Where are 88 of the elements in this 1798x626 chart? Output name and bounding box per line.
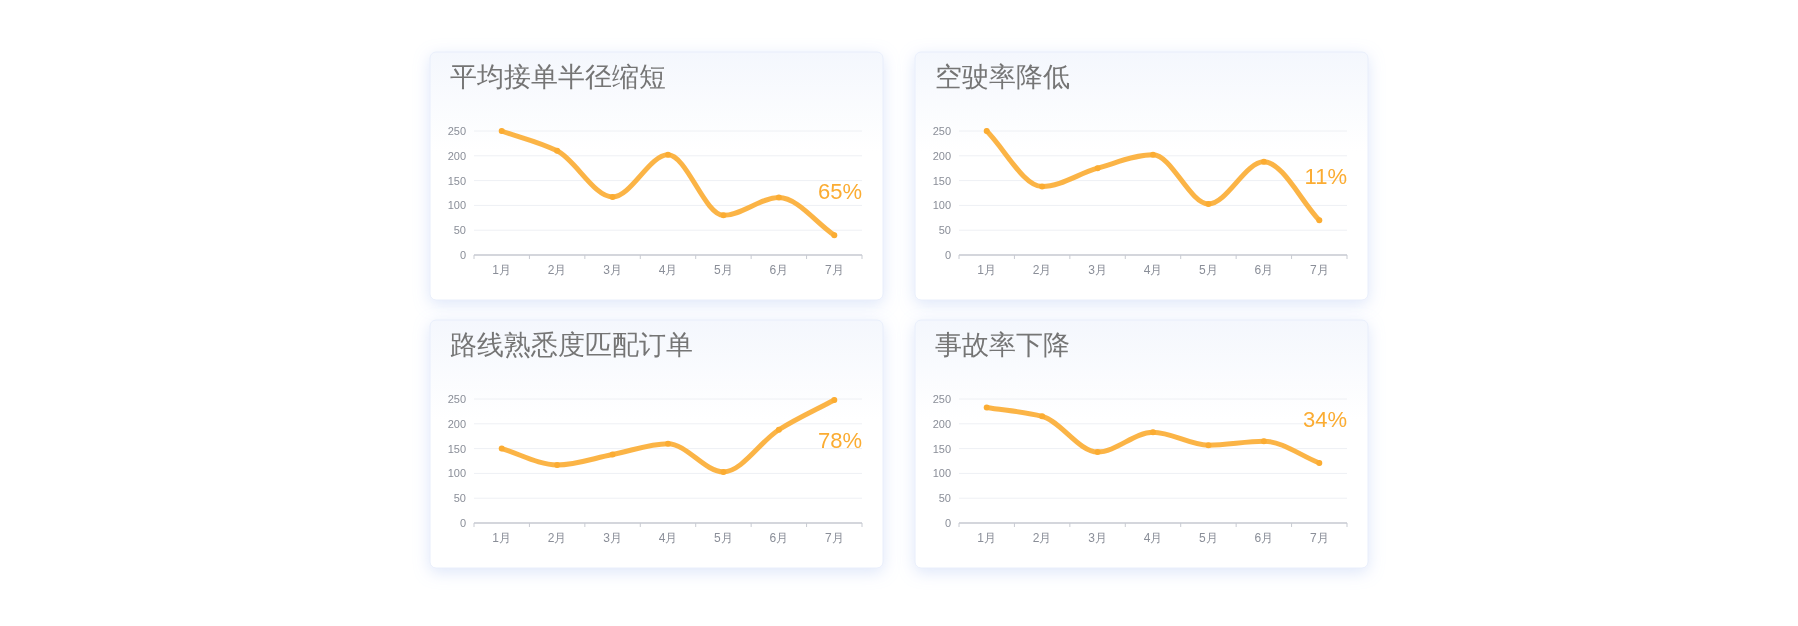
point — [983, 128, 990, 134]
x-tick-label: 3月 — [1088, 263, 1107, 277]
point — [498, 128, 505, 134]
y-tick-label: 0 — [944, 517, 951, 529]
x-tick-label: 4月 — [1143, 263, 1163, 277]
point — [1039, 183, 1046, 190]
x-tick-label: 6月 — [1254, 263, 1274, 277]
chart-title: 路线熟悉度匹配订单 — [450, 330, 693, 360]
point — [1316, 459, 1323, 466]
x-tick-label: 7月 — [824, 263, 844, 277]
y-tick-label: 50 — [453, 224, 466, 237]
y-tick-label: 50 — [938, 492, 951, 505]
y-tick-label: 100 — [447, 199, 466, 212]
x-tick-label: 2月 — [1032, 531, 1052, 545]
point — [983, 404, 990, 411]
x-tick-label: 3月 — [603, 531, 622, 545]
point — [720, 212, 727, 219]
x-tick-label: 2月 — [1032, 263, 1052, 277]
x-tick-label: 5月 — [714, 263, 733, 277]
y-tick-label: 50 — [453, 492, 466, 505]
x-tick-label: 5月 — [1199, 531, 1218, 545]
point — [775, 426, 782, 433]
y-tick-label: 250 — [447, 125, 466, 137]
y-tick-label: 150 — [932, 442, 951, 455]
x-tick-label: 1月 — [977, 531, 997, 545]
point — [720, 468, 727, 475]
point — [1094, 449, 1101, 456]
point — [609, 193, 616, 200]
annotation: 78% — [817, 427, 862, 453]
x-tick-label: 4月 — [658, 263, 678, 277]
x-tick-label: 6月 — [769, 263, 789, 277]
x-tick-label: 5月 — [1199, 263, 1218, 277]
x-tick-label: 7月 — [1309, 263, 1329, 277]
point — [1260, 158, 1267, 165]
point — [1316, 217, 1323, 224]
y-tick-label: 0 — [459, 517, 466, 529]
point — [1205, 200, 1212, 207]
x-tick-label: 3月 — [1088, 531, 1107, 545]
x-tick-label: 7月 — [824, 531, 844, 545]
point — [1150, 151, 1156, 158]
y-tick-label: 250 — [932, 125, 951, 137]
point — [1094, 165, 1101, 172]
x-tick-label: 1月 — [492, 263, 512, 277]
y-tick-label: 150 — [932, 174, 951, 187]
point — [1205, 442, 1212, 449]
annotation: 34% — [1302, 406, 1347, 432]
chart-title: 空驶率降低 — [935, 62, 1070, 92]
point — [831, 232, 838, 239]
point — [609, 451, 616, 458]
x-tick-label: 2月 — [547, 531, 567, 545]
x-tick-label: 6月 — [769, 531, 789, 545]
point — [831, 396, 838, 403]
y-tick-label: 200 — [932, 149, 951, 162]
y-tick-label: 100 — [447, 467, 466, 480]
x-tick-label: 1月 — [492, 531, 512, 545]
annotation: 65% — [817, 179, 862, 205]
annotation: 11% — [1304, 164, 1347, 190]
x-tick-label: 7月 — [1309, 531, 1329, 545]
point — [665, 151, 671, 158]
y-tick-label: 200 — [447, 417, 466, 430]
y-tick-label: 250 — [447, 393, 466, 405]
y-tick-label: 0 — [944, 249, 951, 261]
chart-title: 平均接单半径缩短 — [450, 62, 666, 92]
point — [1260, 438, 1267, 445]
y-tick-label: 150 — [447, 442, 466, 455]
point — [554, 461, 561, 468]
point — [498, 445, 505, 452]
point — [1039, 413, 1046, 420]
x-tick-label: 4月 — [1143, 531, 1163, 545]
x-tick-label: 4月 — [658, 531, 678, 545]
y-tick-label: 250 — [932, 393, 951, 405]
y-tick-label: 50 — [938, 224, 951, 237]
chart-title: 事故率下降 — [935, 330, 1070, 360]
point — [554, 147, 561, 154]
point — [1150, 429, 1156, 436]
y-tick-label: 200 — [447, 149, 466, 162]
y-tick-label: 100 — [932, 467, 951, 480]
point — [775, 194, 782, 201]
x-tick-label: 5月 — [714, 531, 733, 545]
y-tick-label: 200 — [932, 417, 951, 430]
x-tick-label: 3月 — [603, 263, 622, 277]
x-tick-label: 2月 — [547, 263, 567, 277]
x-tick-label: 1月 — [977, 263, 997, 277]
point — [665, 440, 671, 447]
y-tick-label: 150 — [447, 174, 466, 187]
x-tick-label: 6月 — [1254, 531, 1274, 545]
y-tick-label: 100 — [932, 199, 951, 212]
y-tick-label: 0 — [459, 249, 466, 261]
